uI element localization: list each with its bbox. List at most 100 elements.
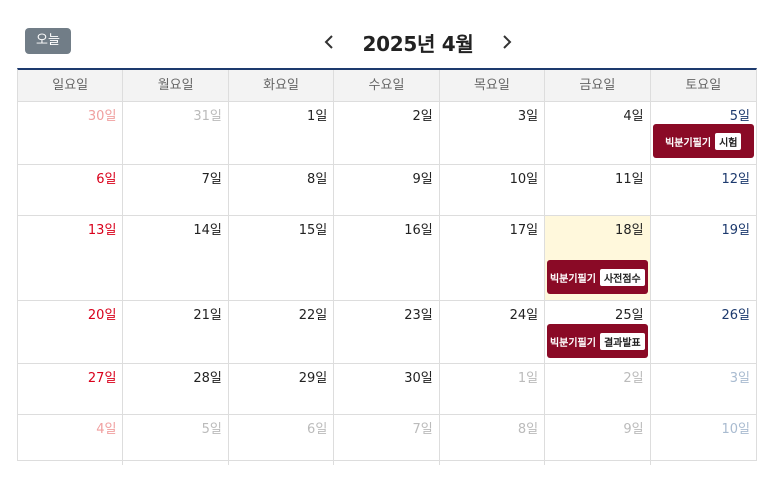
- next-month-button[interactable]: [496, 26, 518, 58]
- day-cell[interactable]: 25일 빅분기필기 결과발표: [545, 301, 651, 363]
- day-cell[interactable]: 14일: [123, 216, 229, 300]
- day-cell[interactable]: 9일: [334, 165, 440, 215]
- day-number: 17일: [509, 223, 539, 238]
- day-cell[interactable]: 4일: [545, 102, 651, 164]
- day-cell[interactable]: 6일: [229, 415, 335, 465]
- day-number: 18일: [615, 223, 644, 238]
- today-button[interactable]: 오늘: [25, 28, 71, 54]
- day-number: 23일: [404, 308, 433, 323]
- weekday-sunday: 일요일: [18, 70, 124, 101]
- event-tag: 시험: [715, 132, 742, 150]
- day-cell[interactable]: 26일: [651, 301, 756, 363]
- day-number: 8일: [307, 172, 328, 187]
- calendar-event[interactable]: 빅분기필기 시험: [652, 124, 754, 158]
- calendar-week: 20일 21일 22일 23일 24일 25일 빅분기필기 결과발표 26일: [18, 301, 756, 364]
- day-cell[interactable]: 31일: [123, 102, 229, 164]
- day-number: 6일: [96, 172, 117, 187]
- calendar-week: 30일 31일 1일 2일 3일 4일 5일 빅분기필기 시험: [18, 102, 756, 165]
- day-cell[interactable]: 15일: [229, 216, 335, 300]
- weekday-saturday: 토요일: [685, 78, 722, 93]
- day-cell[interactable]: 13일: [18, 216, 124, 300]
- day-cell[interactable]: 30일: [334, 364, 440, 414]
- calendar-event[interactable]: 빅분기필기 결과발표: [547, 324, 648, 358]
- chevron-right-icon: [503, 35, 512, 49]
- day-cell[interactable]: 28일: [123, 364, 229, 414]
- day-number: 2일: [412, 109, 433, 124]
- day-number: 1일: [307, 109, 328, 124]
- day-cell[interactable]: 6일: [18, 165, 124, 215]
- day-cell[interactable]: 11일: [545, 165, 651, 215]
- day-number: 5일: [201, 422, 222, 437]
- day-cell[interactable]: 21일: [123, 301, 229, 363]
- event-tag: 결과발표: [599, 332, 645, 350]
- calendar-week: 6일 7일 8일 9일 10일 11일 12일: [18, 165, 756, 216]
- day-number: 8일: [517, 422, 539, 437]
- calendar-event[interactable]: 빅분기필기 사전점수: [547, 260, 648, 294]
- day-number: 3일: [517, 109, 539, 124]
- day-cell[interactable]: 29일: [229, 364, 335, 414]
- day-cell[interactable]: 1일: [440, 364, 546, 414]
- day-cell[interactable]: 22일: [229, 301, 335, 363]
- day-number: 22일: [298, 308, 328, 323]
- event-tag: 사전점수: [599, 268, 645, 286]
- day-cell[interactable]: 5일 빅분기필기 시험: [651, 102, 756, 164]
- day-number: 19일: [721, 223, 750, 238]
- day-cell[interactable]: 8일: [229, 165, 335, 215]
- day-number: 7일: [412, 422, 433, 437]
- day-number: 3일: [729, 371, 750, 386]
- day-number: 12일: [721, 172, 750, 187]
- weekday-wednesday: 수요일: [334, 70, 440, 101]
- day-cell[interactable]: 23일: [334, 301, 440, 363]
- day-number: 28일: [193, 371, 222, 386]
- day-cell[interactable]: 1일: [229, 102, 335, 164]
- day-cell[interactable]: 24일: [440, 301, 546, 363]
- day-number: 4일: [623, 109, 644, 124]
- day-cell[interactable]: 20일: [18, 301, 124, 363]
- day-cell[interactable]: 16일: [334, 216, 440, 300]
- month-navigation: 2025년 4월: [318, 26, 518, 58]
- day-cell[interactable]: 10일: [651, 415, 756, 465]
- prev-month-button[interactable]: [318, 26, 340, 58]
- calendar-week: 27일 28일 29일 30일 1일 2일 3일: [18, 364, 756, 415]
- day-number: 2일: [623, 371, 644, 386]
- day-cell[interactable]: 8일: [440, 415, 546, 465]
- day-cell[interactable]: 19일: [651, 216, 756, 300]
- day-number: 30일: [87, 109, 117, 124]
- day-cell[interactable]: 5일: [123, 415, 229, 465]
- day-cell[interactable]: 10일: [440, 165, 546, 215]
- day-number: 29일: [298, 371, 328, 386]
- day-number: 10일: [509, 172, 539, 187]
- day-cell[interactable]: 27일: [18, 364, 124, 414]
- day-number: 16일: [404, 223, 433, 238]
- day-cell[interactable]: 2일: [545, 364, 651, 414]
- day-number: 9일: [412, 172, 433, 187]
- day-number: 13일: [87, 223, 117, 238]
- day-number: 21일: [193, 308, 222, 323]
- day-cell[interactable]: 7일: [123, 165, 229, 215]
- day-number: 6일: [307, 422, 328, 437]
- day-cell[interactable]: 7일: [334, 415, 440, 465]
- day-number: 14일: [193, 223, 222, 238]
- month-calendar: 일요일 월요일 화요일 수요일 목요일 금요일 토요일 30일 31일 1일 2일 3일…: [17, 68, 757, 465]
- day-cell[interactable]: 30일: [18, 102, 124, 164]
- day-cell[interactable]: 2일: [334, 102, 440, 164]
- day-cell[interactable]: 4일: [18, 415, 124, 465]
- weekday-thursday: 목요일: [440, 70, 546, 101]
- day-cell[interactable]: 17일: [440, 216, 546, 300]
- day-number: 30일: [404, 371, 433, 386]
- weekday-friday: 금요일: [545, 70, 651, 101]
- day-number: 10일: [721, 422, 750, 437]
- day-number: 11일: [615, 172, 644, 187]
- day-cell[interactable]: 3일: [651, 364, 756, 414]
- day-number: 20일: [87, 308, 117, 323]
- weekday-monday: 월요일: [123, 70, 229, 101]
- calendar-body: 30일 31일 1일 2일 3일 4일 5일 빅분기필기 시험 6일 7일 8일 9일 10일 11일 12일…: [18, 102, 756, 465]
- day-cell[interactable]: 12일: [651, 165, 756, 215]
- day-cell[interactable]: 9일: [545, 415, 651, 465]
- day-cell[interactable]: 3일: [440, 102, 546, 164]
- day-number: 15일: [298, 223, 328, 238]
- calendar-week: 4일 5일 6일 7일 8일 9일 10일: [18, 415, 756, 465]
- weekday-header: 일요일 월요일 화요일 수요일 목요일 금요일 토요일: [18, 70, 756, 102]
